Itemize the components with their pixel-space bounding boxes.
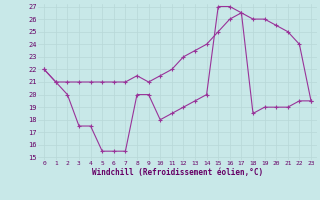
X-axis label: Windchill (Refroidissement éolien,°C): Windchill (Refroidissement éolien,°C) xyxy=(92,168,263,177)
